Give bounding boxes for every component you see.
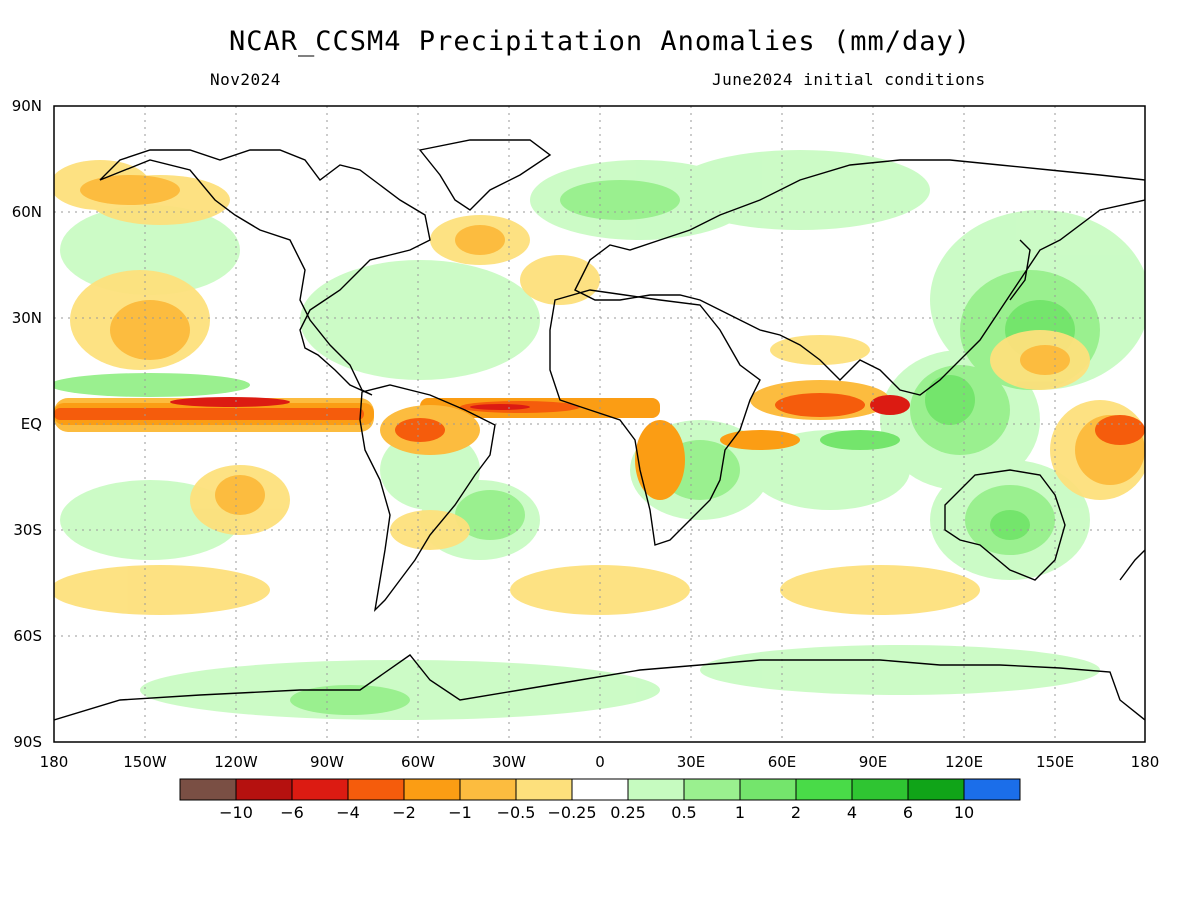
- japan-outline: [1009, 239, 1031, 301]
- lon-label: 60E: [768, 753, 797, 771]
- colorbar-swatch: [627, 778, 685, 801]
- lon-label: 90W: [310, 753, 344, 771]
- colorbar-swatch: [179, 778, 237, 801]
- initial-conditions: June2024 initial conditions: [712, 70, 986, 89]
- forecast-month: Nov2024: [210, 70, 281, 89]
- lon-label: 120E: [945, 753, 983, 771]
- lon-label: 0: [595, 753, 605, 771]
- new-zealand-outline: [1119, 549, 1145, 581]
- colorbar-swatch: [403, 778, 461, 801]
- lon-label: 30W: [492, 753, 526, 771]
- lon-label: 90E: [859, 753, 888, 771]
- colorbar-swatch: [851, 778, 909, 801]
- colorbar-label: −1: [448, 803, 472, 822]
- colorbar-label: −4: [336, 803, 360, 822]
- colorbar-label: −0.5: [497, 803, 536, 822]
- colorbar-label: 0.25: [610, 803, 646, 822]
- graticule: [54, 106, 1145, 742]
- latitude-labels: 90N 60N 30N EQ 30S 60S 90S: [12, 97, 42, 751]
- colorbar-swatch: [571, 778, 629, 801]
- lat-label: 30S: [13, 521, 42, 539]
- map-title: NCAR_CCSM4 Precipitation Anomalies (mm/d…: [229, 26, 971, 57]
- lat-label: 90N: [12, 97, 42, 115]
- colorbar-label: −10: [219, 803, 253, 822]
- lon-label: 150E: [1036, 753, 1074, 771]
- colorbar-swatch: [907, 778, 965, 801]
- colorbar-swatch: [683, 778, 741, 801]
- colorbar-swatch: [235, 778, 293, 801]
- coastlines: [54, 139, 1145, 721]
- colorbar-swatch: [739, 778, 797, 801]
- north-america-outline: [99, 149, 431, 396]
- colorbar-label: −6: [280, 803, 304, 822]
- lon-label: 180: [1131, 753, 1160, 771]
- lon-label: 30E: [677, 753, 706, 771]
- lat-label: 60N: [12, 203, 42, 221]
- colorbar-label: 0.5: [671, 803, 696, 822]
- map-frame: [53, 105, 1146, 743]
- lon-label: 150W: [123, 753, 167, 771]
- africa-outline: [549, 289, 761, 546]
- antarctica-outline: [54, 654, 1145, 721]
- colorbar-label: −0.25: [547, 803, 596, 822]
- colorbar-label: 10: [954, 803, 974, 822]
- lon-label: 60W: [401, 753, 435, 771]
- colorbar-swatch: [795, 778, 853, 801]
- colorbar-swatch: [291, 778, 349, 801]
- lon-label: 180: [40, 753, 69, 771]
- colorbar-label: 4: [847, 803, 857, 822]
- lat-label: EQ: [21, 415, 42, 433]
- eurasia-outline: [574, 159, 1145, 396]
- colorbar-label: 6: [903, 803, 913, 822]
- colorbar-label: −2: [392, 803, 416, 822]
- greenland-outline: [418, 139, 552, 211]
- colorbar-label: 2: [791, 803, 801, 822]
- lat-label: 30N: [12, 309, 42, 327]
- colorbar-swatch: [515, 778, 573, 801]
- colorbar-swatch: [459, 778, 517, 801]
- colorbar-label: 1: [735, 803, 745, 822]
- lon-label: 120W: [214, 753, 258, 771]
- colorbar-labels: −10 −6 −4 −2 −1 −0.5 −0.25 0.25 0.5 1 2 4 6 10: [219, 803, 974, 822]
- longitude-labels: 180 150W 120W 90W 60W 30W 0 30E 60E 90E …: [40, 753, 1160, 771]
- colorbar-swatch: [347, 778, 405, 801]
- lat-label: 60S: [13, 627, 42, 645]
- australia-outline: [944, 469, 1066, 581]
- lat-label: 90S: [13, 733, 42, 751]
- colorbar: [179, 778, 1021, 801]
- colorbar-swatch: [963, 778, 1021, 801]
- south-america-outline: [359, 384, 496, 613]
